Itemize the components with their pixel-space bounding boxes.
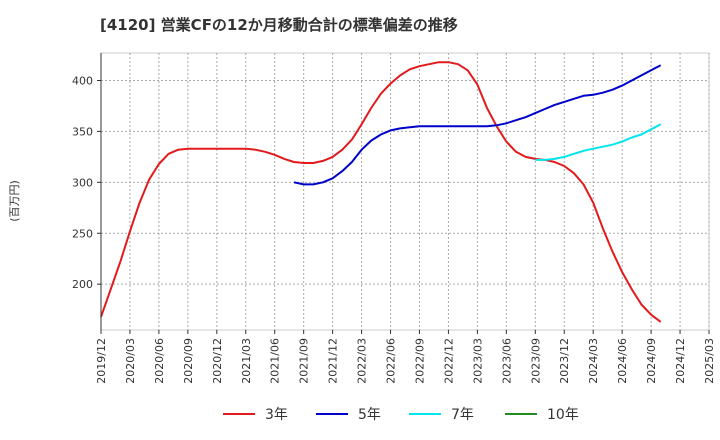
x-tick-label: 2021/12 bbox=[327, 338, 340, 384]
legend: 3年 5年 7年 10年 bbox=[223, 407, 579, 423]
series-line-7年 bbox=[535, 123, 662, 161]
x-tick-label: 2025/03 bbox=[703, 338, 716, 384]
x-tick-label: 2023/09 bbox=[529, 338, 542, 384]
legend-label: 5年 bbox=[358, 407, 381, 423]
x-tick-label: 2020/06 bbox=[153, 338, 166, 384]
y-ticks: 200 250 300 350 400 bbox=[72, 74, 101, 291]
x-tick-label: 2022/06 bbox=[385, 338, 398, 384]
legend-label: 3年 bbox=[265, 407, 288, 423]
chart-title: [4120] 営業CFの12か月移動合計の標準偏差の推移 bbox=[100, 16, 458, 34]
x-tick-label: 2020/12 bbox=[211, 338, 224, 384]
y-tick-label: 250 bbox=[72, 227, 93, 240]
y-tick-label: 200 bbox=[72, 278, 93, 291]
x-tick-label: 2024/12 bbox=[674, 338, 687, 384]
y-axis-label: (百万円) bbox=[8, 180, 21, 222]
x-tick-label: 2019/12 bbox=[95, 338, 108, 384]
x-tick-label: 2023/12 bbox=[558, 338, 571, 384]
y-tick-label: 350 bbox=[72, 125, 93, 138]
legend-label: 7年 bbox=[451, 407, 474, 423]
plot-area bbox=[100, 52, 710, 331]
legend-label: 10年 bbox=[547, 407, 579, 423]
y-tick-label: 400 bbox=[72, 74, 93, 87]
series bbox=[100, 61, 662, 323]
x-ticks: 2019/12 2020/03 2020/06 2020/09 2020/12 2021/… bbox=[95, 330, 716, 384]
x-tick-label: 2021/09 bbox=[298, 338, 311, 384]
y-tick-label: 300 bbox=[72, 176, 93, 189]
x-tick-label: 2021/03 bbox=[240, 338, 253, 384]
x-tick-label: 2022/03 bbox=[356, 338, 369, 384]
x-tick-label: 2022/09 bbox=[413, 338, 426, 384]
series-line-3年 bbox=[100, 61, 662, 323]
x-tick-label: 2020/03 bbox=[124, 338, 137, 384]
grid bbox=[100, 53, 710, 330]
x-tick-label: 2022/12 bbox=[442, 338, 455, 384]
x-tick-label: 2024/03 bbox=[587, 338, 600, 384]
series-line-5年 bbox=[293, 64, 662, 186]
x-tick-label: 2023/03 bbox=[471, 338, 484, 384]
x-tick-label: 2020/09 bbox=[182, 338, 195, 384]
x-tick-label: 2024/09 bbox=[645, 338, 658, 384]
x-tick-label: 2021/06 bbox=[269, 338, 282, 384]
x-tick-label: 2023/06 bbox=[500, 338, 513, 384]
x-tick-label: 2024/06 bbox=[616, 338, 629, 384]
